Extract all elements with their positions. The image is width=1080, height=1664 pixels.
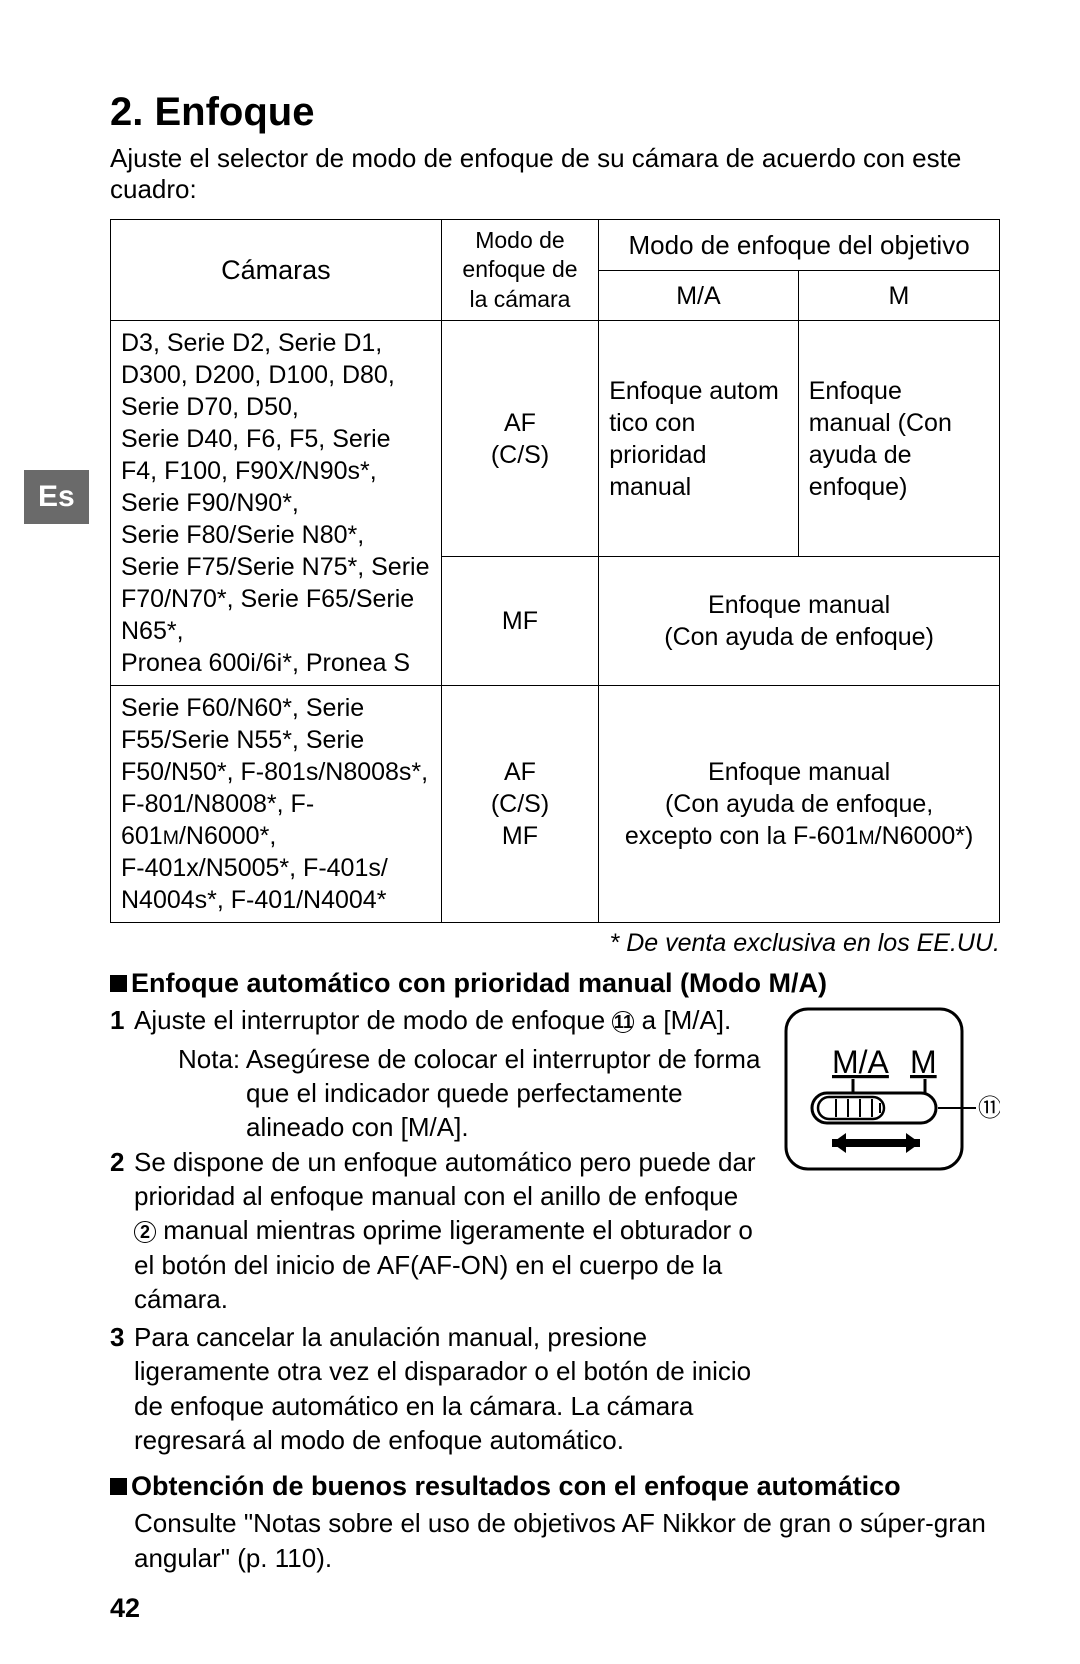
cell-mode-1b: MF — [441, 557, 598, 686]
focus-mode-table: Cámaras Modo de enfoque de la cámara Mod… — [110, 219, 1000, 923]
bullet-square-icon — [110, 975, 127, 992]
th-cameras: Cámaras — [111, 220, 442, 321]
cell-mode-1a: AF (C/S) — [441, 321, 598, 557]
svg-text:M/A: M/A — [832, 1044, 890, 1080]
ref-2-icon: 2 — [134, 1221, 156, 1243]
cell-m-1a: Enfoque manual (Con ayuda de enfoque) — [798, 321, 999, 557]
section1-heading: Enfoque automático con prioridad manual … — [131, 968, 827, 998]
section-af-results: Obtención de buenos resultados con el en… — [110, 1471, 1000, 1575]
language-tab: Es — [24, 470, 89, 524]
ref-11-icon: 11 — [612, 1011, 634, 1033]
step1-note: Nota: Asegúrese de colocar el interrupto… — [110, 1042, 762, 1145]
th-lens-mode: Modo de enfoque del objetivo — [599, 220, 1000, 271]
section2-heading: Obtención de buenos resultados con el en… — [131, 1471, 901, 1501]
bullet-square-icon — [110, 1478, 127, 1495]
th-m: M — [798, 271, 999, 321]
cell-cameras-2: Serie F60/N60*, Serie F55/Serie N55*, Se… — [111, 686, 442, 923]
cell-merged-2: Enfoque manual (Con ayuda de enfoque, ex… — [599, 686, 1000, 923]
svg-text:M: M — [910, 1044, 937, 1080]
page-number: 42 — [110, 1593, 1000, 1624]
cell-cameras-1: D3, Serie D2, Serie D1, D300, D200, D100… — [111, 321, 442, 686]
cell-mode-2: AF (C/S) MF — [441, 686, 598, 923]
asterisk-note: * De venta exclusiva en los EE.UU. — [110, 929, 1000, 958]
intro-text: Ajuste el selector de modo de enfoque de… — [110, 143, 1000, 205]
cell-ma-1a: Enfoque autom tico con prioridad manual — [599, 321, 799, 557]
page-title: 2. Enfoque — [110, 90, 1000, 135]
th-ma: M/A — [599, 271, 799, 321]
cell-merged-1b: Enfoque manual (Con ayuda de enfoque) — [599, 557, 1000, 686]
th-camera-mode: Modo de enfoque de la cámara — [441, 220, 598, 321]
section2-text: Consulte "Notas sobre el uso de objetivo… — [110, 1506, 1000, 1575]
svg-text:⑪: ⑪ — [978, 1095, 1000, 1122]
switch-diagram: M/A M ⑪ — [780, 1003, 1000, 1183]
section-ma-mode: Enfoque automático con prioridad manual … — [110, 968, 1000, 1461]
